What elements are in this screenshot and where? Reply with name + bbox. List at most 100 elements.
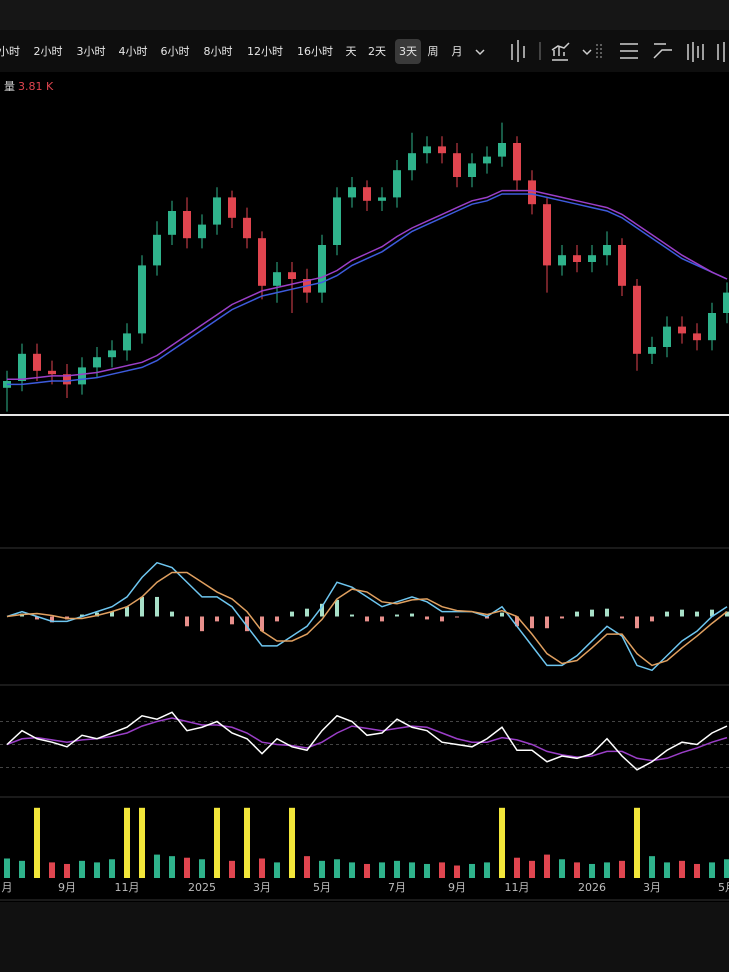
candle-body — [378, 197, 386, 201]
interval-button[interactable]: 16小时 — [297, 45, 333, 58]
macd-histogram-bar — [200, 616, 204, 632]
candle-body — [513, 143, 521, 181]
candle-body — [618, 245, 626, 286]
macd-histogram-bar — [425, 616, 429, 620]
volume-bar — [484, 862, 490, 878]
macd-histogram-bar — [35, 616, 39, 620]
toolbar — [0, 30, 729, 72]
macd-histogram-bar — [185, 616, 189, 627]
macd-histogram-bar — [455, 616, 459, 618]
volume-bar — [199, 859, 205, 878]
interval-button[interactable]: 小时 — [0, 45, 20, 58]
x-tick-label: 9月 — [58, 881, 76, 894]
dropdown-icon[interactable] — [475, 49, 485, 56]
candle-body — [438, 146, 446, 154]
interval-button[interactable]: 8小时 — [204, 45, 233, 58]
x-tick-label: 3月 — [253, 881, 271, 894]
interval-button[interactable]: 12小时 — [247, 45, 283, 58]
macd-histogram-bar — [545, 616, 549, 629]
macd-histogram-bar — [125, 606, 129, 617]
interval-button[interactable]: 6小时 — [161, 45, 190, 58]
volume-bar — [349, 862, 355, 878]
indicator-line — [6, 571, 728, 667]
volume-bar — [244, 807, 250, 878]
x-tick-label: 月 — [2, 881, 13, 894]
volume-bar — [154, 854, 160, 878]
indicator-icon[interactable] — [551, 42, 570, 61]
volume-bar — [4, 858, 10, 878]
volume-label: 量 — [4, 80, 15, 93]
candle-body — [558, 255, 566, 266]
candle-body — [363, 187, 371, 201]
volume-bar — [364, 863, 370, 878]
candle-body — [168, 211, 176, 235]
dropdown-icon[interactable] — [582, 49, 592, 56]
footer — [0, 902, 729, 972]
candle-body — [258, 238, 266, 286]
macd-histogram-bar — [275, 616, 279, 622]
macd-histogram-bar — [575, 611, 579, 617]
volume-bar — [274, 862, 280, 878]
interval-button[interactable]: 2小时 — [34, 45, 63, 58]
candle-body — [543, 204, 551, 266]
volume-bar — [439, 862, 445, 878]
bars-icon[interactable] — [687, 42, 704, 62]
candle-body — [708, 313, 716, 341]
candle-body — [483, 156, 491, 164]
interval-button[interactable]: 4小时 — [119, 45, 148, 58]
macd-histogram-bar — [95, 612, 99, 617]
candle-body — [63, 374, 71, 385]
candle-body — [648, 347, 656, 354]
candle-body — [33, 353, 41, 371]
x-tick-label: 3月 — [643, 881, 661, 894]
interval-button[interactable]: 2天 — [368, 45, 386, 58]
draw-trend-icon[interactable] — [653, 43, 672, 59]
macd-histogram-bar — [155, 596, 159, 617]
macd-histogram-bar — [215, 616, 219, 622]
interval-button[interactable]: 周 — [428, 45, 439, 58]
candle-body — [408, 153, 416, 171]
macd-histogram-bar — [350, 614, 354, 617]
volume-bar — [724, 859, 729, 878]
x-tick-label: 5月 — [718, 881, 729, 894]
interval-button[interactable]: 天 — [346, 45, 357, 58]
volume-bar — [184, 857, 190, 878]
macd-histogram-bar — [485, 616, 489, 619]
interval-button[interactable]: 3天 — [399, 45, 417, 58]
candle-body — [123, 333, 131, 351]
macd-histogram-bar — [380, 616, 384, 622]
interval-button[interactable]: 3小时 — [77, 45, 106, 58]
volume-bar — [319, 860, 325, 878]
candle-body — [333, 197, 341, 245]
candle-body — [93, 357, 101, 368]
x-tick-label: 2026 — [578, 881, 606, 894]
candle-icon[interactable] — [511, 40, 525, 62]
volume-bar — [454, 865, 460, 878]
draw-lines-icon[interactable] — [620, 43, 638, 59]
volume-bar — [634, 807, 640, 878]
drag-handle[interactable] — [596, 44, 602, 60]
volume-bar — [334, 859, 340, 878]
macd-histogram-bar — [170, 611, 174, 617]
volume-bar — [259, 858, 265, 878]
candle-body — [468, 163, 476, 177]
macd-histogram-bar — [635, 616, 639, 629]
macd-histogram-bar — [680, 609, 684, 617]
candle-body — [48, 370, 56, 375]
more-icon[interactable] — [717, 42, 725, 62]
x-tick-label: 5月 — [313, 881, 331, 894]
interval-button[interactable]: 月 — [452, 45, 463, 58]
indicator-line — [7, 189, 728, 381]
macd-histogram-bar — [440, 616, 444, 622]
x-tick-label: 7月 — [388, 881, 406, 894]
macd-histogram-bar — [110, 611, 114, 617]
macd-histogram-bar — [245, 616, 249, 632]
candle-body — [138, 265, 146, 334]
candle-body — [183, 211, 191, 239]
volume-bar — [19, 860, 25, 878]
macd-histogram-bar — [365, 616, 369, 622]
candle-body — [498, 143, 506, 157]
chart-area — [0, 72, 729, 902]
